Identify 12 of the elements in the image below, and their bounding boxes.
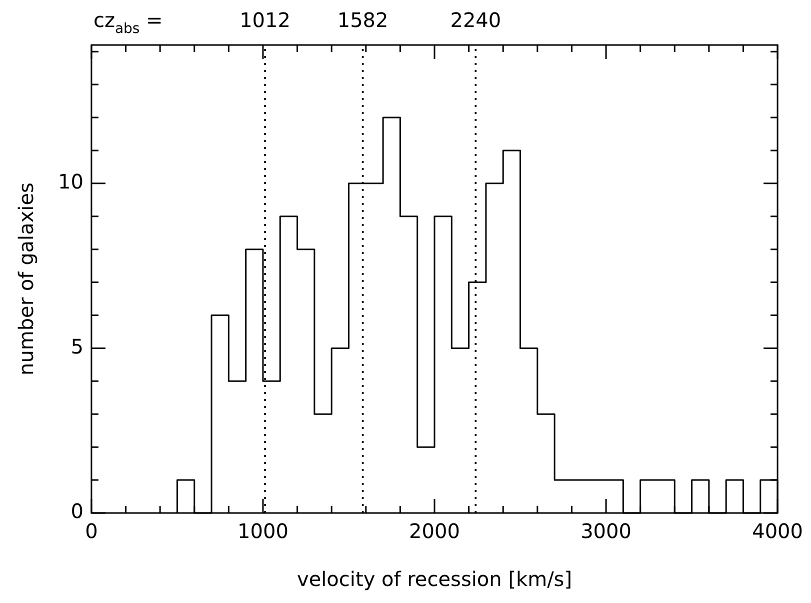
x-tick-label: 4000 (752, 519, 804, 544)
ref-line-label: 1582 (337, 8, 388, 32)
y-tick-label: 0 (70, 499, 84, 524)
x-tick-label: 1000 (238, 519, 288, 544)
x-tick-label: 2000 (409, 519, 460, 544)
y-axis-title: number of galaxies (14, 182, 38, 376)
x-tick-label: 3000 (580, 519, 632, 544)
y-tick-label: 10 (58, 170, 84, 194)
ref-line-label: 1012 (240, 8, 290, 32)
y-tick-label: 5 (70, 334, 84, 358)
x-axis-title: velocity of recession [km/s] (296, 567, 572, 592)
ref-line-label: 2240 (450, 8, 502, 32)
